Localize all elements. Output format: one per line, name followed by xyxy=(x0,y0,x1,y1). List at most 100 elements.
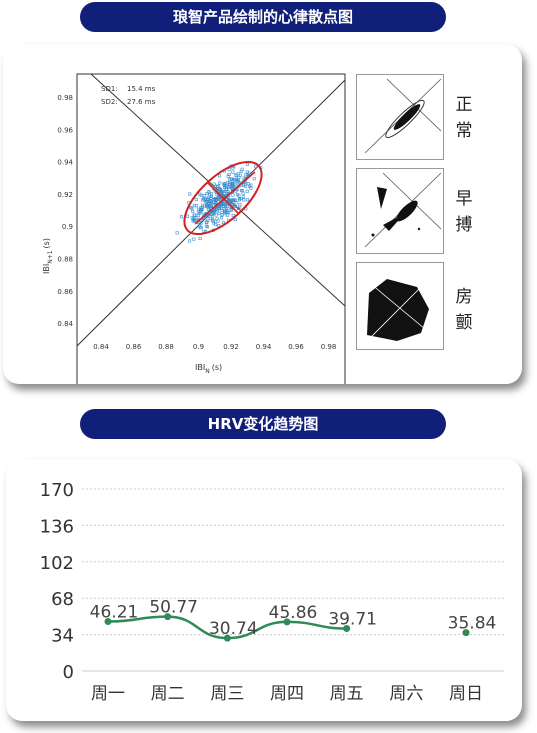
scatter-point xyxy=(207,190,211,194)
scatter-point xyxy=(231,170,235,174)
scatter-point xyxy=(214,223,218,227)
afib-label: 房颤 xyxy=(455,287,473,333)
x-tick-label: 0.84 xyxy=(93,343,109,351)
scatter-point xyxy=(227,195,231,199)
x-tick-label: 0.9 xyxy=(193,343,204,351)
scatter-point xyxy=(245,198,249,202)
scatter-point xyxy=(190,206,194,210)
x-axis-label: IBIN (s) xyxy=(195,363,222,375)
scatter-point xyxy=(214,213,218,217)
scatter-point xyxy=(220,208,224,212)
normal-thumbnail xyxy=(356,74,444,160)
scatter-point xyxy=(235,193,239,197)
scatter-point xyxy=(207,195,211,199)
scatter-point xyxy=(220,213,224,217)
scatter-point xyxy=(211,218,215,222)
scatter-point xyxy=(222,183,226,187)
scatter-point xyxy=(199,207,203,211)
scatter-point xyxy=(209,213,213,217)
data-label: 45.86 xyxy=(269,603,318,623)
x-tick-label: 周六 xyxy=(389,684,423,704)
data-label: 35.84 xyxy=(448,614,497,634)
scatter-point xyxy=(238,173,242,177)
scatter-point xyxy=(232,178,236,182)
scatter-point xyxy=(223,209,227,213)
sd1-value: 15.4 ms xyxy=(127,85,156,93)
scatter-point xyxy=(175,231,179,235)
normal-mini-plot xyxy=(364,78,442,154)
scatter-point xyxy=(227,199,231,203)
data-label: 50.77 xyxy=(149,598,198,618)
scatter-point xyxy=(227,168,231,172)
sd2-value: 27.6 ms xyxy=(127,98,156,106)
sd1-axis xyxy=(206,181,240,215)
scatter-point xyxy=(243,184,247,188)
sd-ellipse xyxy=(183,160,263,236)
scatter-point xyxy=(214,184,218,188)
hrv-section-title: HRV变化趋势图 xyxy=(80,409,446,439)
y-tick-label: 0.92 xyxy=(57,191,73,199)
scatter-points xyxy=(175,162,263,243)
scatter-point xyxy=(204,200,208,204)
scatter-point xyxy=(245,189,249,193)
scatter-point xyxy=(222,191,226,195)
scatter-point xyxy=(229,208,233,212)
plot-frame xyxy=(76,73,346,384)
scatter-point xyxy=(199,193,203,197)
scatter-point xyxy=(218,206,222,210)
scatter-point xyxy=(202,194,206,198)
scatter-point xyxy=(197,224,201,228)
afib-thumbnail xyxy=(356,262,444,350)
y-tick-label: 0.96 xyxy=(57,126,73,134)
scatter-point xyxy=(235,178,239,182)
poincare-scatter-plot: SD1: 15.4 ms SD2: 27.6 ms 0.84 0.86 0.88 0.… xyxy=(42,73,346,384)
x-tick-label: 0.98 xyxy=(321,343,337,351)
x-tick-label: 周三 xyxy=(210,684,244,704)
y-axis-label: IBIN+1(s) xyxy=(42,238,54,274)
scatter-point xyxy=(204,224,208,228)
scatter-point xyxy=(242,176,246,180)
y-tick-label: 0.86 xyxy=(57,288,73,296)
scatter-point xyxy=(225,211,229,215)
scatter-point xyxy=(198,236,202,240)
scatter-point xyxy=(221,220,225,224)
scatter-point xyxy=(220,206,224,210)
scatter-point xyxy=(202,197,206,201)
scatter-point xyxy=(188,192,192,196)
scatter-point xyxy=(199,226,203,230)
scatter-point xyxy=(193,218,197,222)
scatter-point xyxy=(206,215,210,219)
x-tick-label: 0.94 xyxy=(256,343,272,351)
scatter-point xyxy=(179,215,183,219)
scatter-point xyxy=(234,198,238,202)
scatter-point xyxy=(207,200,211,204)
premature-thumbnail xyxy=(356,168,444,254)
scatter-point xyxy=(209,204,213,208)
scatter-point xyxy=(194,204,198,208)
scatter-point xyxy=(217,223,221,227)
scatter-point xyxy=(198,211,202,215)
scatter-point xyxy=(218,181,222,185)
y-tick-label: 170 xyxy=(40,480,74,501)
scatter-point xyxy=(227,185,231,189)
x-tick-label: 周四 xyxy=(270,684,304,704)
x-tick-label: 0.86 xyxy=(126,343,142,351)
scatter-point xyxy=(237,197,241,201)
scatter-point xyxy=(227,182,231,186)
scatter-point xyxy=(192,237,196,241)
hrv-trend-chart: 170 136 102 68 34 0 周一 周二 周三 周四 周五 周六 周日 46.21 50.77… xyxy=(40,480,504,704)
y-tick-label: 0.84 xyxy=(57,320,73,328)
afib-mini-plot xyxy=(364,266,442,344)
x-tick-labels: 0.84 0.86 0.88 0.9 0.92 0.94 0.96 0.98 xyxy=(93,343,336,351)
scatter-point xyxy=(245,162,249,166)
scatter-point xyxy=(234,173,238,177)
scatter-point xyxy=(215,217,219,221)
scatter-point xyxy=(217,189,221,193)
scatter-point xyxy=(213,201,217,205)
y-tick-label: 102 xyxy=(40,553,74,574)
scatter-point xyxy=(227,200,231,204)
scatter-point xyxy=(229,177,233,181)
scatter-point xyxy=(231,202,235,206)
data-point xyxy=(223,634,231,642)
scatter-point xyxy=(205,192,209,196)
